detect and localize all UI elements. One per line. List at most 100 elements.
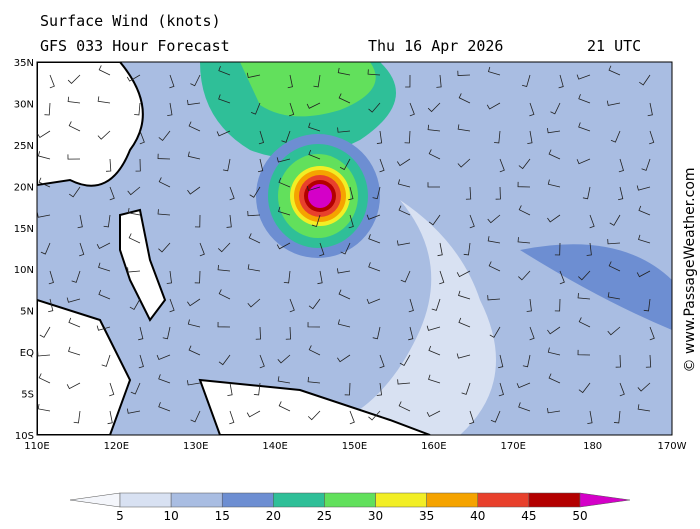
wind-barb <box>68 346 81 356</box>
wind-barb <box>487 214 501 224</box>
wind-barb <box>456 270 471 278</box>
wind-barb <box>162 326 171 340</box>
wind-barb <box>428 374 441 384</box>
wind-barb <box>227 382 233 397</box>
wind-barb <box>308 149 321 160</box>
wind-barb <box>98 65 111 76</box>
colorbar-above <box>579 492 631 508</box>
wind-barb <box>40 242 51 255</box>
wind-barb <box>126 408 141 414</box>
wind-barb <box>457 70 471 76</box>
wind-barb <box>426 410 441 417</box>
wind-barb <box>529 102 535 117</box>
colorbar-label: 35 <box>419 509 434 523</box>
wind-barb <box>456 353 471 359</box>
storm-core <box>308 184 332 208</box>
wind-barb <box>71 270 81 283</box>
wind-barb <box>428 214 441 226</box>
wind-barb <box>582 186 591 200</box>
wind-barb <box>645 354 652 368</box>
wind-barb <box>319 242 325 257</box>
wind-barb <box>469 410 475 425</box>
colorbar: 5 10 15 20 25 30 35 40 45 50 <box>69 492 631 523</box>
wind-barb <box>157 153 171 160</box>
wind-barb <box>337 319 351 328</box>
wind-barb <box>37 151 51 160</box>
wind-barb <box>229 410 235 425</box>
wind-barb <box>649 130 655 145</box>
wind-barb <box>339 158 351 171</box>
wind-barb <box>558 74 564 89</box>
wind-barb <box>169 298 175 313</box>
wind-barb <box>107 410 113 425</box>
wind-barb <box>547 347 561 356</box>
wind-barb <box>127 207 141 216</box>
wind-barb <box>427 182 441 188</box>
colorbar-label: 45 <box>521 509 536 523</box>
wind-barb <box>427 124 441 132</box>
colorbar-label: 5 <box>116 509 124 523</box>
wind-barb <box>188 345 201 356</box>
wind-barb <box>554 242 561 256</box>
wind-barb <box>372 186 381 200</box>
wind-barb <box>98 289 111 300</box>
land-china <box>37 62 144 187</box>
wind-barb <box>281 130 291 143</box>
wind-barb <box>190 410 201 423</box>
wind-barb <box>39 326 51 338</box>
wind-barb <box>372 326 381 340</box>
latitude-label: 30N <box>14 99 34 110</box>
wind-barb <box>517 237 531 244</box>
wind-barb <box>158 242 171 253</box>
wind-barb <box>336 268 351 274</box>
wind-barb <box>158 130 171 141</box>
wind-barb <box>368 410 381 421</box>
wind-barb <box>226 214 232 228</box>
colorbar-cell <box>170 492 223 508</box>
wind-barb <box>458 93 471 104</box>
wind-barb <box>398 205 411 216</box>
longitude-label: 120E <box>104 441 129 452</box>
colorbar-label: 20 <box>266 509 281 523</box>
wind-barb <box>526 298 532 312</box>
wind-barb <box>428 149 441 160</box>
wind-barb <box>577 349 591 356</box>
wind-barb <box>38 177 51 188</box>
wind-barb <box>97 130 111 140</box>
wind-area <box>240 62 376 117</box>
wind-barb <box>427 102 441 113</box>
land-philippines <box>119 208 167 322</box>
wind-barb <box>166 270 172 284</box>
colorbar-label: 50 <box>572 509 587 523</box>
wind-barb <box>73 410 81 424</box>
wind-barb <box>134 102 141 116</box>
wind-barb <box>488 261 501 272</box>
wind-barb <box>187 99 201 106</box>
wind-barb <box>637 404 651 412</box>
wind-barb <box>366 214 381 220</box>
wind-barb <box>158 177 171 188</box>
wind-barb <box>490 410 501 423</box>
longitude-label: 170E <box>501 441 526 452</box>
wind-barb <box>249 186 261 198</box>
wind-barb <box>248 233 261 244</box>
colorbar-label: 30 <box>368 509 383 523</box>
wind-barb <box>135 158 141 172</box>
colorbar-cell <box>221 492 274 508</box>
wind-barb <box>489 326 501 338</box>
wind-barb <box>396 158 411 167</box>
forecast-date: Thu 16 Apr 2026 <box>368 37 503 55</box>
longitude-labels: 110E 120E 130E 140E 150E 160E 170E 180 170W <box>24 441 686 452</box>
wind-barb <box>608 261 621 272</box>
wind-barb <box>397 179 411 188</box>
wind-barb <box>495 186 501 200</box>
colorbar-cell <box>528 492 581 508</box>
map-subtitle: GFS 033 Hour Forecast <box>40 37 230 55</box>
wind-barb <box>439 270 445 285</box>
wind-barb <box>68 317 81 328</box>
longitude-label: 140E <box>262 441 287 452</box>
wind-barb <box>649 326 655 341</box>
wind-barb <box>188 121 201 132</box>
wind-barb <box>548 373 561 384</box>
wind-barb <box>194 214 201 228</box>
